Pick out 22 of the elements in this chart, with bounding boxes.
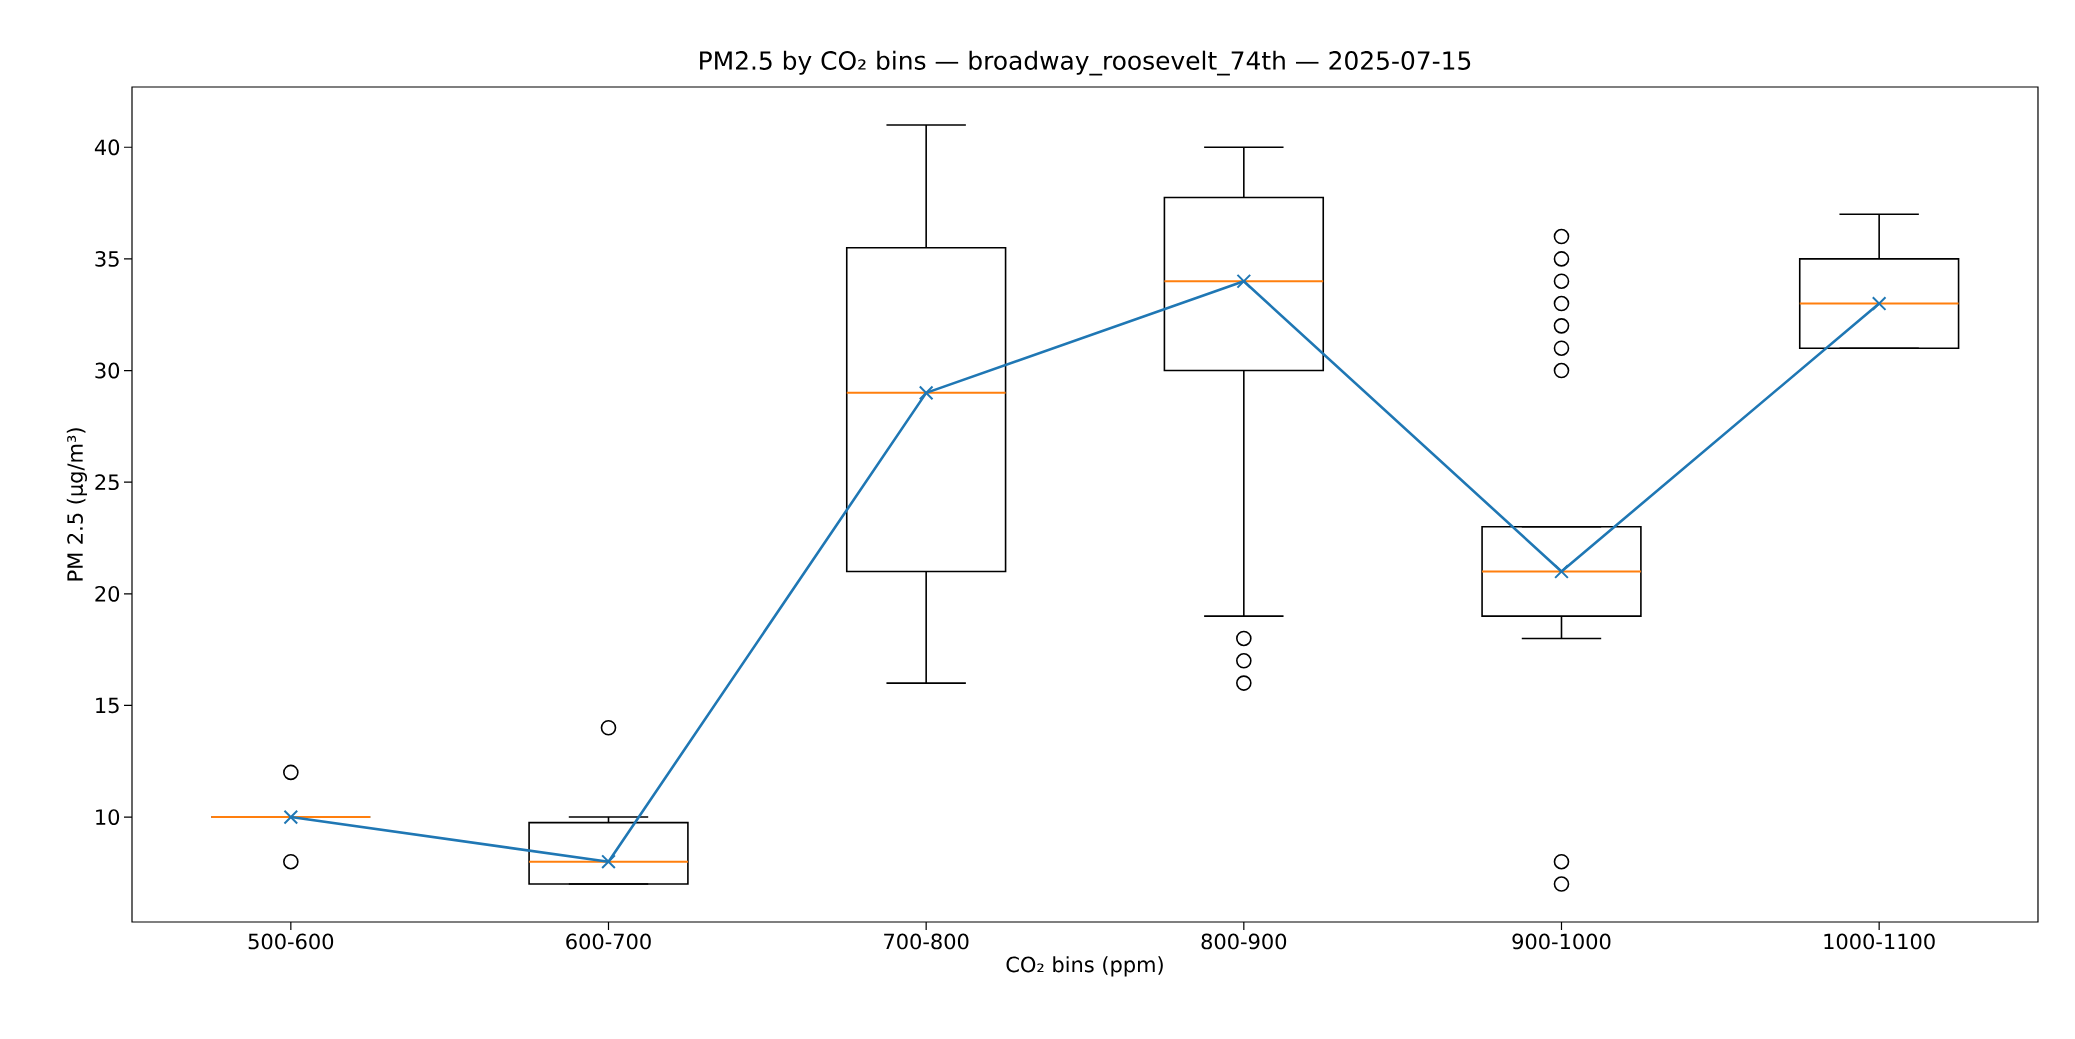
y-axis-title: PM 2.5 (µg/m³) — [66, 428, 88, 581]
y-tick-label: 10 — [96, 809, 120, 825]
point — [1871, 296, 1887, 311]
x-tick-label: 500-600 — [248, 933, 334, 950]
chart-title: PM2.5 by CO₂ bins — broadway_roosevelt_74th — 2025-07-15 — [700, 50, 1471, 76]
x-tick-label: 900-1000 — [1512, 933, 1611, 950]
x-tick-label: 600-700 — [566, 933, 651, 950]
point — [1236, 273, 1252, 289]
y-tick-label: 15 — [96, 697, 119, 714]
y-tick-label: 35 — [95, 250, 119, 267]
x-tick-label: 700-800 — [884, 933, 969, 950]
x-tick-label: 800-900 — [1201, 933, 1287, 950]
y-tick-label: 20 — [95, 585, 120, 602]
y-tick-label: 40 — [94, 139, 120, 156]
point — [1554, 564, 1569, 579]
x-tick-label: 1000-1100 — [1824, 933, 1935, 950]
point — [283, 809, 299, 825]
y-tick-label: 25 — [95, 474, 119, 491]
x-axis-title: CO₂ bins (ppm) — [1006, 956, 1163, 977]
y-tick-label: 30 — [95, 362, 120, 379]
point — [918, 385, 934, 401]
point — [601, 854, 616, 870]
